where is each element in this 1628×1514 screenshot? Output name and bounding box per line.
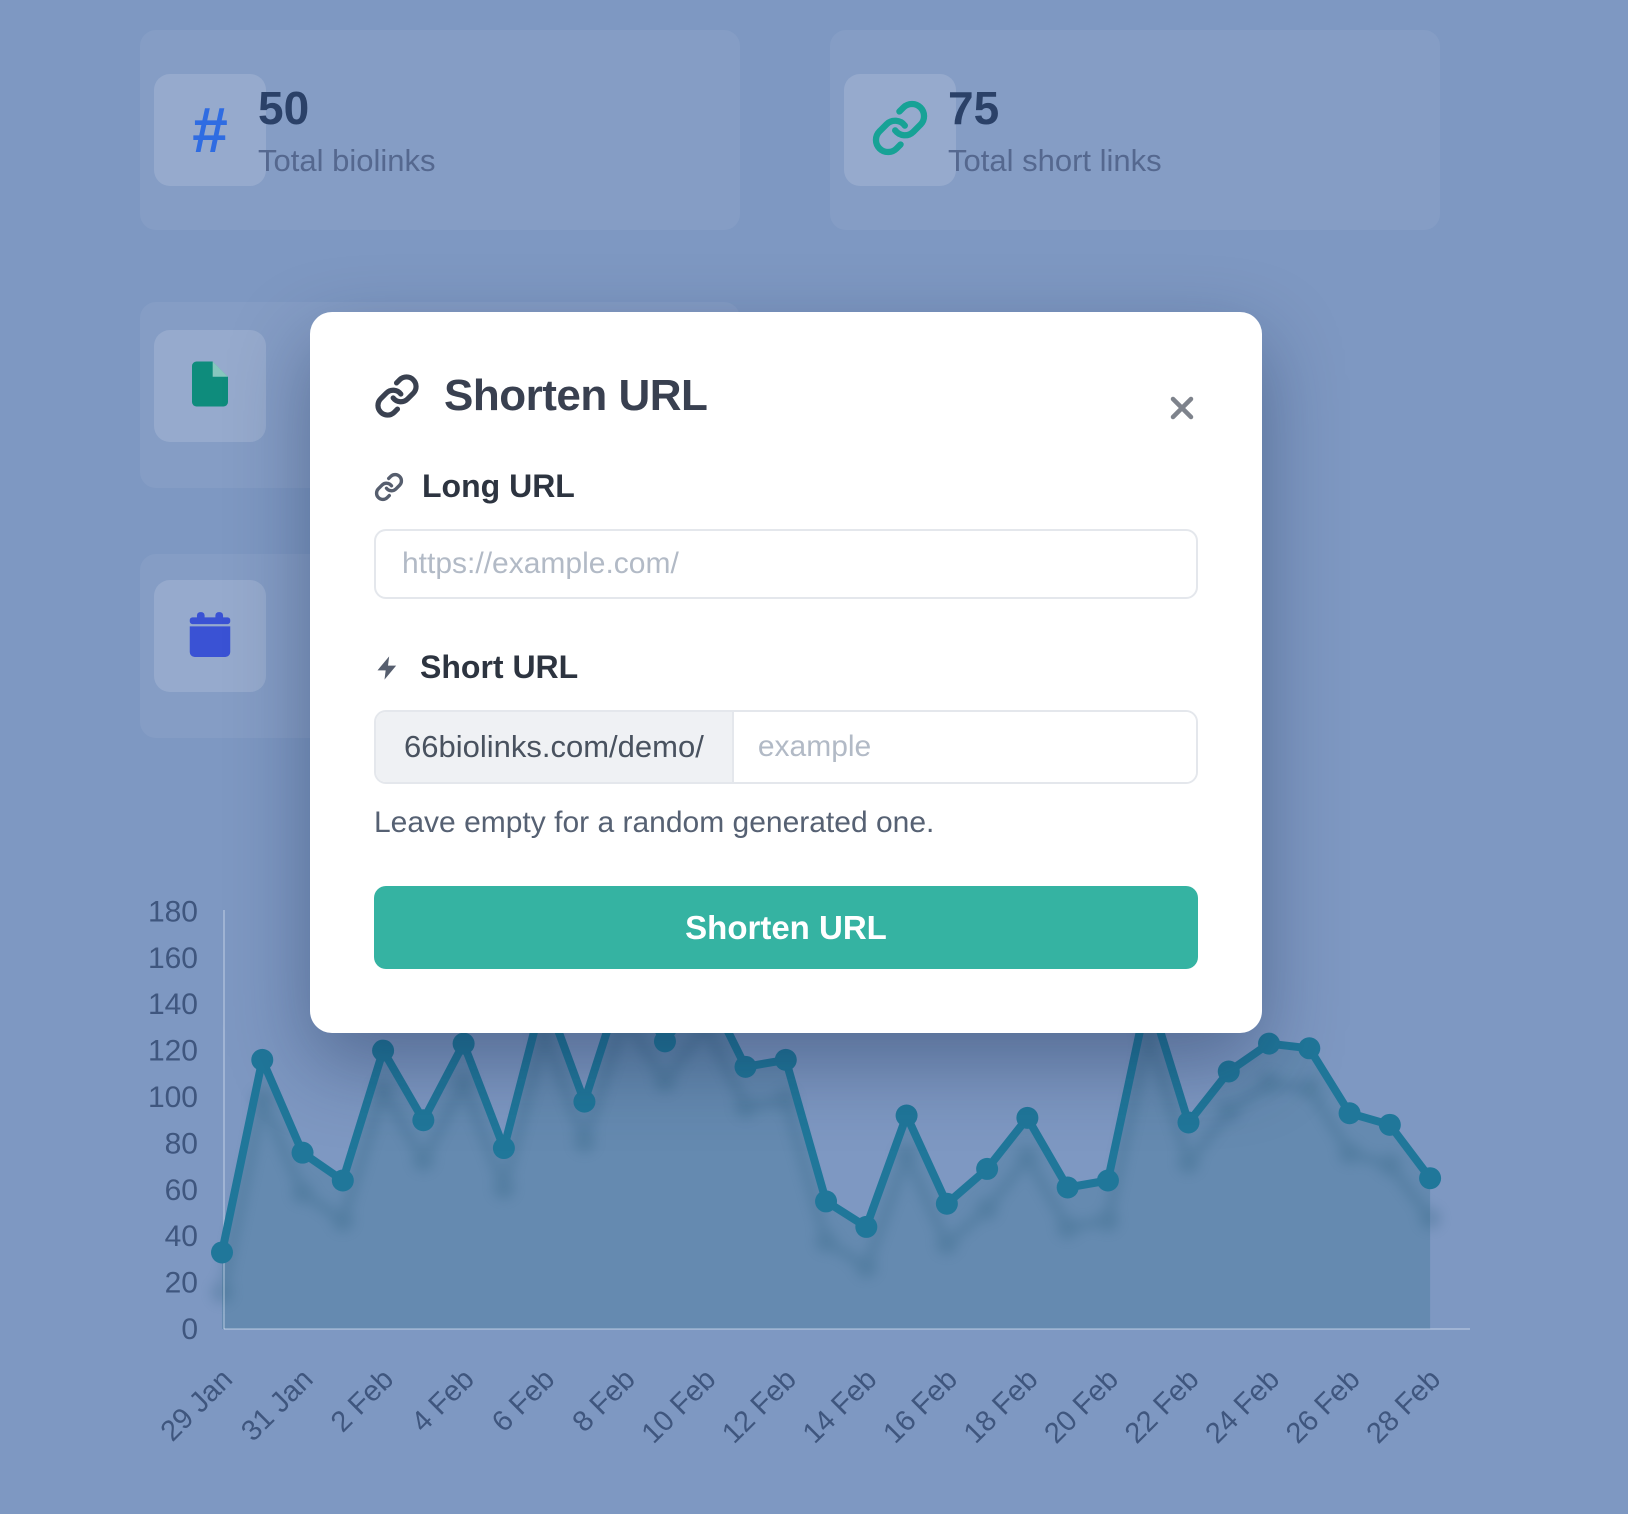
chart-point: [1096, 1169, 1119, 1192]
y-tick-label: 120: [148, 1035, 198, 1068]
x-tick-label: 14 Feb: [797, 1363, 883, 1449]
chart-point: [976, 1157, 999, 1180]
calendar-icon: [183, 607, 237, 666]
x-tick-label: 10 Feb: [636, 1363, 722, 1449]
stat-value-short-links: 75: [948, 82, 1000, 134]
close-button[interactable]: [1160, 386, 1204, 430]
y-tick-label: 40: [165, 1220, 198, 1253]
long-url-input[interactable]: [374, 529, 1198, 599]
long-url-label-row: Long URL: [374, 468, 1198, 505]
x-tick-label: 16 Feb: [877, 1363, 963, 1449]
chart-point: [1217, 1060, 1240, 1083]
short-url-label-row: Short URL: [374, 649, 1198, 686]
chart-point: [412, 1109, 435, 1132]
x-tick-label: 22 Feb: [1119, 1363, 1205, 1449]
chart-line-shadow: [211, 1005, 1442, 1304]
link-icon: [374, 472, 404, 502]
modal-header: Shorten URL: [374, 370, 1198, 422]
chart-point: [774, 1048, 797, 1071]
chart-point: [291, 1141, 314, 1164]
stat-label-biolinks: Total biolinks: [258, 142, 436, 178]
short-url-prefix: 66biolinks.com/demo/: [376, 712, 734, 782]
chart-point: [1298, 1037, 1321, 1060]
chart-point: [653, 1030, 676, 1053]
y-tick-label: 100: [148, 1081, 198, 1114]
chart-point: [452, 1032, 475, 1055]
x-tick-label: 28 Feb: [1361, 1363, 1447, 1449]
chart-point: [1378, 1113, 1401, 1136]
file-icon-tile: [154, 330, 266, 442]
long-url-label: Long URL: [422, 468, 575, 504]
short-url-input[interactable]: [733, 712, 1196, 782]
chart-point: [1258, 1032, 1281, 1055]
zap-icon: [374, 654, 402, 682]
x-tick-label: 18 Feb: [958, 1363, 1044, 1449]
short-url-label: Short URL: [420, 649, 579, 685]
chart-point: [573, 1090, 596, 1113]
short-url-helper-text: Leave empty for a random generated one.: [374, 806, 935, 839]
shorten-url-modal: Shorten URL Long URL: [310, 312, 1262, 1033]
x-tick-label: 2 Feb: [325, 1363, 400, 1438]
short-url-input-group: 66biolinks.com/demo/: [374, 710, 1198, 784]
chart-point: [1016, 1106, 1039, 1129]
modal-title: Shorten URL: [444, 371, 708, 420]
y-tick-label: 20: [165, 1267, 198, 1300]
x-tick-label: 29 Jan: [155, 1363, 239, 1447]
x-tick-label: 20 Feb: [1038, 1363, 1124, 1449]
chart-point: [1056, 1176, 1079, 1199]
chart-point: [1177, 1111, 1200, 1134]
chart-point: [895, 1104, 918, 1127]
chart-point: [372, 1039, 395, 1062]
x-tick-label: 12 Feb: [716, 1363, 802, 1449]
chart-point: [1419, 1167, 1442, 1190]
x-tick-label: 4 Feb: [405, 1363, 480, 1438]
y-tick-label: 80: [165, 1127, 198, 1160]
x-tick-label: 31 Jan: [235, 1363, 319, 1447]
chart-point: [492, 1137, 515, 1160]
chart-point: [935, 1192, 958, 1215]
hash-icon: #: [192, 94, 228, 166]
chart-point: [251, 1048, 274, 1071]
x-tick-label: 26 Feb: [1280, 1363, 1366, 1449]
shorten-url-submit-button[interactable]: Shorten URL: [374, 886, 1198, 969]
y-tick-label: 0: [181, 1313, 198, 1346]
chart-point: [855, 1215, 878, 1238]
calendar-icon-tile: [154, 580, 266, 692]
y-tick-label: 140: [148, 988, 198, 1021]
y-tick-label: 60: [165, 1174, 198, 1207]
stat-label-short-links: Total short links: [948, 142, 1162, 178]
chart-point: [815, 1190, 838, 1213]
chart-point: [211, 1241, 233, 1264]
x-tick-label: 24 Feb: [1199, 1363, 1285, 1449]
x-tick-label: 6 Feb: [486, 1363, 561, 1438]
link-icon-tile: [844, 74, 956, 186]
chart-point: [1338, 1102, 1361, 1125]
y-tick-label: 160: [148, 942, 198, 975]
chart-area: [222, 976, 1431, 1329]
chart-point: [331, 1169, 354, 1192]
stat-value-biolinks: 50: [258, 82, 310, 134]
link-icon: [871, 99, 929, 162]
y-tick-label: 180: [148, 895, 198, 928]
stat-card-total-short-links: 75 Total short links: [830, 30, 1440, 230]
chart-point: [734, 1055, 757, 1078]
link-icon: [374, 373, 420, 419]
close-icon: [1164, 390, 1200, 426]
stat-card-total-biolinks: # 50 Total biolinks: [140, 30, 740, 230]
hash-icon-tile: #: [154, 74, 266, 186]
file-icon: [183, 357, 237, 416]
x-tick-label: 8 Feb: [567, 1363, 642, 1438]
